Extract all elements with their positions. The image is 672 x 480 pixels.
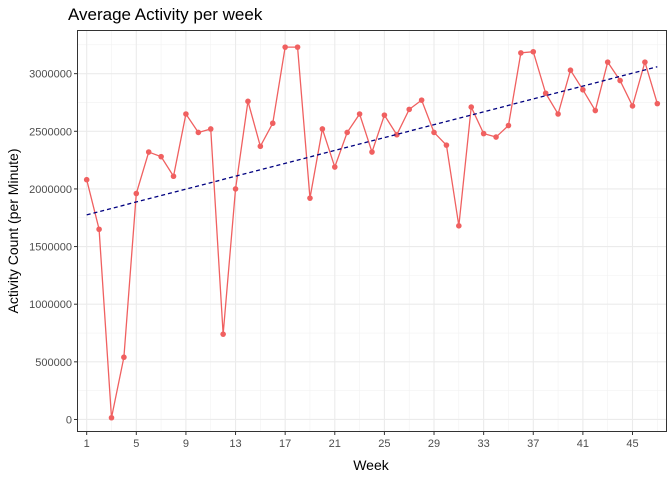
data-point [369, 149, 375, 155]
x-tick-label: 45 [626, 438, 638, 450]
data-point [542, 90, 549, 97]
data-point [195, 129, 202, 136]
data-point [294, 44, 301, 50]
data-point [654, 100, 661, 107]
data-point [245, 98, 251, 105]
data-point [431, 129, 437, 136]
data-point [555, 111, 561, 117]
data-point [183, 111, 189, 117]
data-point [480, 130, 487, 137]
data-point [108, 414, 115, 421]
data-point [418, 97, 425, 103]
data-point [406, 106, 413, 113]
data-point [257, 143, 264, 150]
x-tick-label: 5 [133, 438, 139, 450]
data-point [96, 226, 102, 233]
x-tick-label: 17 [279, 438, 291, 450]
data-point [331, 164, 338, 170]
data-point [232, 186, 239, 192]
x-tick-label: 13 [229, 438, 241, 450]
x-tick-label: 9 [183, 438, 189, 450]
data-point [468, 104, 475, 110]
plot-panel [77, 30, 667, 432]
data-point [617, 77, 623, 84]
data-point [319, 126, 326, 132]
data-point [344, 129, 350, 136]
data-point [604, 59, 611, 65]
y-tick-label: 500000 [35, 357, 72, 369]
gridlines [78, 31, 666, 431]
data-point [493, 134, 499, 140]
data-point [133, 190, 140, 197]
y-tick-label: 0 [66, 414, 72, 426]
data-point [567, 67, 574, 73]
data-point [518, 50, 524, 56]
data-point [282, 44, 288, 50]
data-point [592, 107, 599, 114]
y-axis-label: Activity Count (per Minute) [5, 149, 21, 314]
data-point [207, 126, 214, 132]
x-tick-label: 33 [478, 438, 490, 450]
data-point [505, 122, 512, 129]
data-point [580, 86, 586, 93]
data-point [642, 59, 648, 65]
y-tick-label: 1000000 [29, 299, 72, 311]
y-tick-label: 2000000 [29, 184, 72, 196]
data-point [170, 173, 177, 180]
data-point [456, 223, 462, 229]
data-point [530, 48, 537, 55]
data-point [158, 153, 164, 160]
x-axis-label: Week [353, 457, 390, 473]
x-tick-label: 21 [329, 438, 341, 450]
data-point [356, 111, 363, 117]
data-point [83, 176, 90, 183]
data-point [307, 195, 313, 201]
x-tick-label: 25 [378, 438, 390, 450]
axis-ticks: 1 5 9 13 17 21 25 29 33 37 41 45 0 500000 1000000 15000… [29, 69, 638, 450]
data-point [145, 149, 152, 155]
data-point [381, 112, 388, 118]
data-point [443, 142, 450, 148]
x-tick-label: 37 [527, 438, 539, 450]
data-point [269, 120, 276, 127]
y-tick-label: 2500000 [29, 126, 72, 138]
chart-title: Average Activity per week [68, 5, 263, 24]
y-tick-label: 3000000 [29, 69, 72, 81]
x-tick-label: 29 [428, 438, 440, 450]
data-point [629, 103, 636, 109]
trend-line [86, 66, 658, 216]
data-layer [83, 44, 661, 421]
x-tick-label: 41 [577, 438, 589, 450]
data-point [121, 354, 127, 361]
y-tick-label: 1500000 [29, 242, 72, 254]
x-tick-label: 1 [84, 438, 90, 450]
data-point [220, 331, 226, 337]
